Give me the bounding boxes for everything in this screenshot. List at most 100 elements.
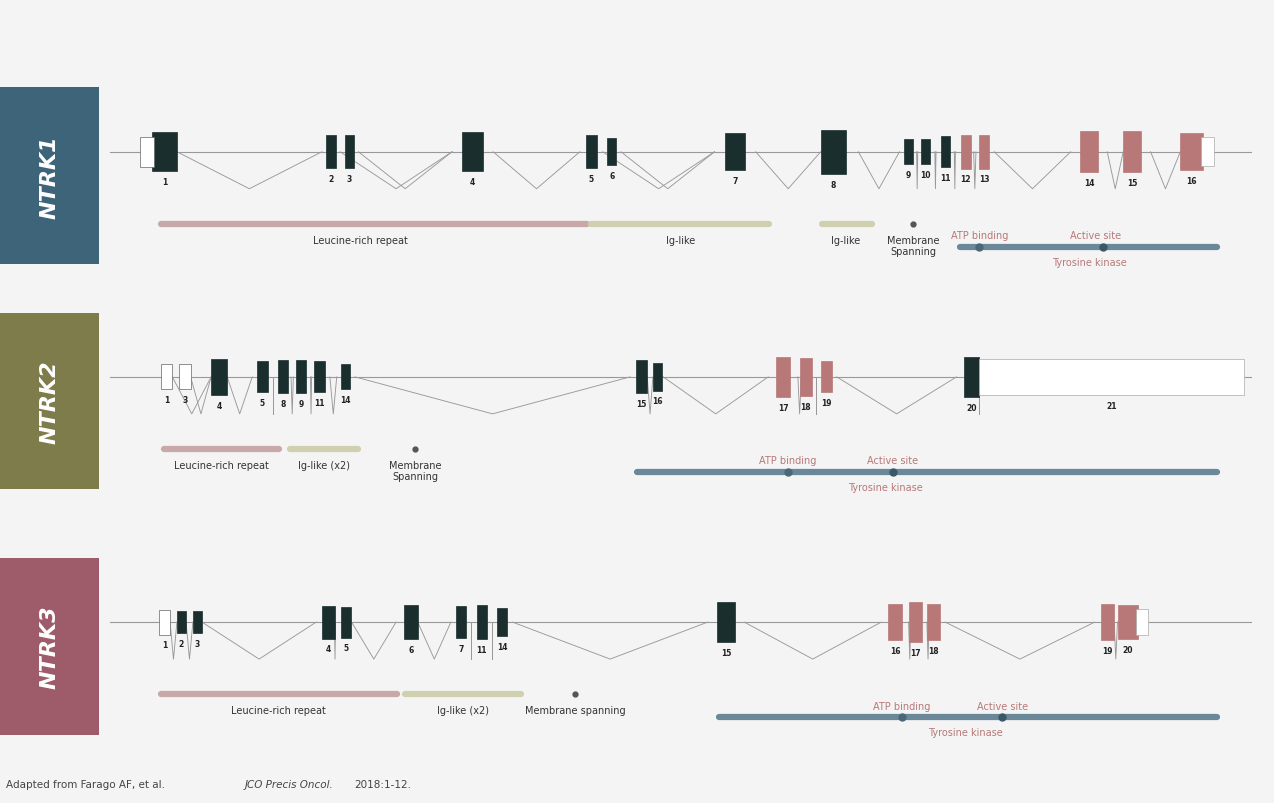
Text: 5: 5 xyxy=(343,643,348,652)
Text: 18: 18 xyxy=(800,402,812,411)
Text: 1: 1 xyxy=(162,641,167,650)
Bar xyxy=(652,364,662,391)
Text: Active site: Active site xyxy=(1070,231,1121,241)
Text: 19: 19 xyxy=(822,398,832,407)
Text: 10: 10 xyxy=(921,171,931,180)
Text: 6: 6 xyxy=(609,172,614,181)
Bar xyxy=(462,133,483,172)
Bar xyxy=(211,359,227,396)
Text: JCO Precis Oncol.: JCO Precis Oncol. xyxy=(245,779,334,789)
Text: 14: 14 xyxy=(1084,178,1094,187)
Text: 12: 12 xyxy=(961,175,971,184)
Text: 11: 11 xyxy=(476,645,487,654)
Bar xyxy=(177,611,186,634)
Text: Leucine-rich repeat: Leucine-rich repeat xyxy=(175,460,269,470)
Bar xyxy=(296,361,307,393)
Bar xyxy=(159,609,169,635)
Text: ATP binding: ATP binding xyxy=(873,701,930,711)
Bar xyxy=(921,140,930,165)
Bar xyxy=(404,605,418,639)
Text: 20: 20 xyxy=(1122,645,1133,654)
Text: Active site: Active site xyxy=(977,701,1028,711)
Text: 4: 4 xyxy=(326,644,331,654)
Bar xyxy=(180,365,191,390)
Bar xyxy=(1136,609,1148,635)
Text: Membrane spanning: Membrane spanning xyxy=(525,705,626,715)
Text: Ig-like: Ig-like xyxy=(666,235,694,245)
Text: 2: 2 xyxy=(178,639,185,648)
Text: 11: 11 xyxy=(940,173,950,182)
Bar xyxy=(800,358,812,397)
Bar xyxy=(192,611,203,634)
Bar xyxy=(927,604,940,641)
Text: 14: 14 xyxy=(497,642,507,650)
Bar xyxy=(152,133,177,172)
Text: 3: 3 xyxy=(195,639,200,648)
Bar xyxy=(322,606,335,638)
Bar xyxy=(1201,138,1214,167)
Text: 9: 9 xyxy=(298,399,304,409)
Text: 17: 17 xyxy=(777,403,789,412)
Text: 5: 5 xyxy=(260,398,265,407)
Text: NTRK2: NTRK2 xyxy=(39,360,60,443)
Text: 13: 13 xyxy=(978,175,989,184)
Text: Tyrosine kinase: Tyrosine kinase xyxy=(1051,258,1126,267)
Text: Ig-like (x2): Ig-like (x2) xyxy=(298,460,350,470)
Text: Membrane
Spanning: Membrane Spanning xyxy=(887,235,939,257)
Text: 9: 9 xyxy=(906,171,911,180)
Bar xyxy=(476,605,487,639)
Text: 1: 1 xyxy=(162,177,167,186)
Bar xyxy=(0,558,99,735)
Text: Leucine-rich repeat: Leucine-rich repeat xyxy=(313,235,408,245)
Text: 15: 15 xyxy=(636,399,647,409)
Text: 3: 3 xyxy=(182,396,187,405)
Bar xyxy=(278,361,288,393)
Text: 4: 4 xyxy=(217,402,222,410)
Text: 14: 14 xyxy=(340,396,352,405)
Bar xyxy=(140,137,154,168)
Bar xyxy=(0,313,99,490)
Text: 15: 15 xyxy=(1127,178,1138,187)
Bar xyxy=(636,361,647,393)
Text: 8: 8 xyxy=(280,399,285,409)
Text: 16: 16 xyxy=(889,646,901,655)
Text: 4: 4 xyxy=(470,177,475,186)
Bar xyxy=(345,137,354,169)
Text: 19: 19 xyxy=(1102,646,1112,655)
Bar xyxy=(161,365,172,390)
Bar xyxy=(1080,132,1098,173)
Text: 3: 3 xyxy=(347,174,352,184)
Text: 18: 18 xyxy=(929,646,939,655)
Bar xyxy=(497,609,507,636)
Text: 6: 6 xyxy=(408,645,414,654)
Text: 15: 15 xyxy=(721,648,731,657)
Bar xyxy=(1117,605,1138,639)
Bar xyxy=(978,136,989,169)
Text: Active site: Active site xyxy=(868,456,919,466)
Bar xyxy=(1180,134,1203,171)
Text: 16: 16 xyxy=(652,397,662,406)
Bar xyxy=(980,359,1245,396)
Text: 2018:1-12.: 2018:1-12. xyxy=(354,779,412,789)
Bar xyxy=(776,357,790,397)
Text: NTRK1: NTRK1 xyxy=(39,135,60,218)
Text: Adapted from Farago AF, et al.: Adapted from Farago AF, et al. xyxy=(6,779,168,789)
Text: NTRK3: NTRK3 xyxy=(39,605,60,688)
Text: Ig-like: Ig-like xyxy=(831,235,860,245)
Bar xyxy=(888,604,902,641)
Text: Tyrosine kinase: Tyrosine kinase xyxy=(848,483,924,492)
Bar xyxy=(326,137,335,169)
Bar xyxy=(257,362,268,393)
Bar xyxy=(1124,132,1142,173)
Bar xyxy=(315,362,325,393)
Text: 1: 1 xyxy=(164,396,169,405)
Bar xyxy=(820,130,846,175)
Bar xyxy=(940,137,949,168)
Text: 20: 20 xyxy=(966,403,977,412)
Bar xyxy=(964,357,978,397)
Text: 11: 11 xyxy=(315,398,325,407)
Bar xyxy=(341,365,350,390)
Bar xyxy=(0,88,99,265)
Text: 7: 7 xyxy=(459,644,464,653)
Bar xyxy=(608,139,617,166)
